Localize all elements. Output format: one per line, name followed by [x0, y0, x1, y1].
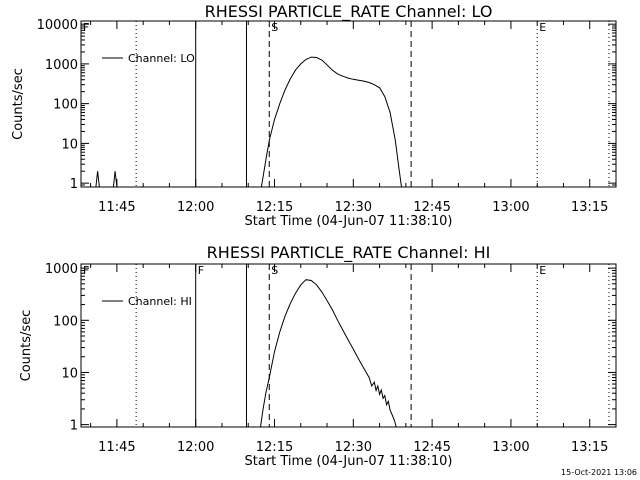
lo-channel-panel: RHESSI PARTICLE_RATE Channel: LOFSE11010… [11, 2, 617, 229]
event-marker-label: F [83, 264, 89, 277]
event-marker-label: F [83, 21, 89, 34]
y-tick-label: 10 [61, 366, 78, 381]
chart-title: RHESSI PARTICLE_RATE Channel: LO [205, 2, 493, 22]
y-tick-label: 10 [61, 137, 78, 152]
x-tick-label: 12:45 [413, 200, 450, 215]
y-tick-label: 10000 [37, 18, 78, 33]
x-tick-label: 13:00 [492, 440, 529, 455]
series-line [260, 279, 397, 428]
x-tick-label: 12:15 [256, 440, 293, 455]
x-tick-label: 12:30 [335, 200, 372, 215]
x-tick-label: 12:45 [413, 440, 450, 455]
x-tick-label: 13:15 [571, 200, 608, 215]
y-tick-label: 100 [53, 98, 78, 113]
x-tick-label: 11:45 [98, 200, 135, 215]
y-axis-label: Counts/sec [11, 68, 26, 140]
series-line [81, 56, 402, 188]
y-tick-label: 1 [70, 177, 78, 192]
x-tick-label: 13:00 [492, 200, 529, 215]
y-tick-label: 1 [70, 419, 78, 434]
y-axis-label: Counts/sec [19, 310, 34, 382]
y-tick-label: 1000 [45, 58, 78, 73]
x-tick-label: 12:00 [177, 200, 214, 215]
legend-label: Channel: HI [128, 295, 192, 308]
x-tick-label: 12:15 [256, 200, 293, 215]
hi-channel-panel: RHESSI PARTICLE_RATE Channel: HIFFSE1101… [19, 243, 617, 469]
chart-title: RHESSI PARTICLE_RATE Channel: HI [207, 243, 491, 263]
event-marker-label: E [539, 264, 546, 277]
x-tick-label: 12:30 [335, 440, 372, 455]
event-marker-label: E [539, 21, 546, 34]
event-marker-label: F [198, 264, 204, 277]
x-tick-label: 12:00 [177, 440, 214, 455]
plot-timestamp: 15-Oct-2021 13:06 [561, 468, 637, 477]
x-tick-label: 11:45 [98, 440, 135, 455]
y-tick-label: 1000 [45, 262, 78, 277]
x-axis-label: Start Time (04-Jun-07 11:38:10) [245, 214, 453, 229]
x-tick-label: 13:15 [571, 440, 608, 455]
plot-frame [80, 263, 617, 428]
y-tick-label: 100 [53, 314, 78, 329]
legend-label: Channel: LO [128, 52, 195, 65]
x-axis-label: Start Time (04-Jun-07 11:38:10) [245, 454, 453, 469]
